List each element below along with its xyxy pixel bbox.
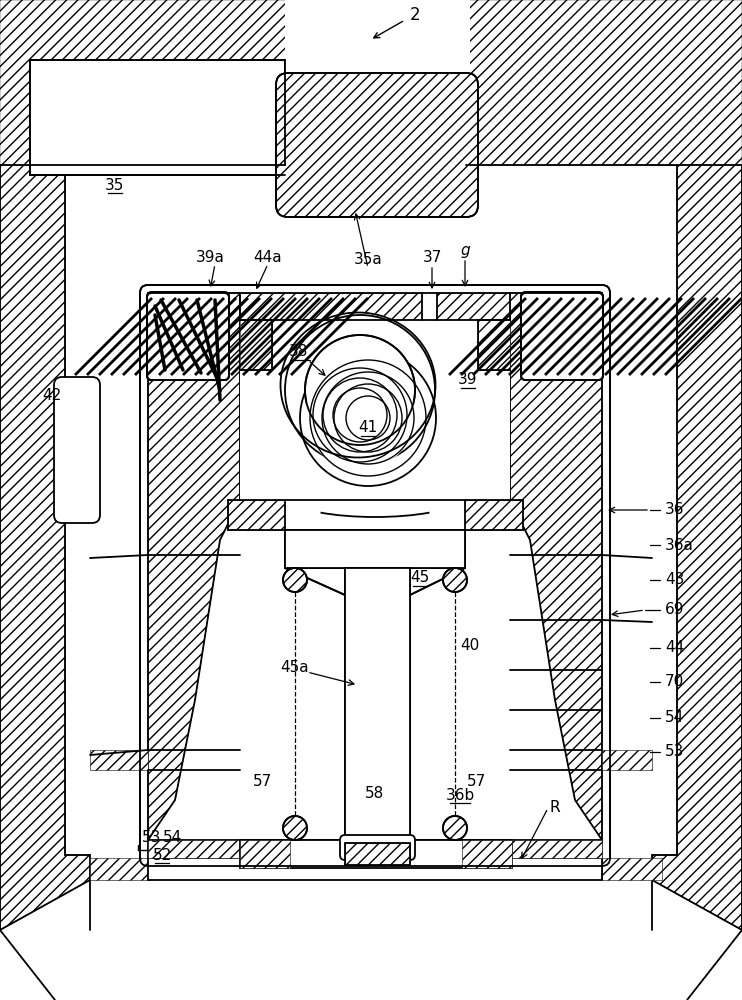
Polygon shape <box>150 295 238 838</box>
Text: 36b: 36b <box>445 788 475 802</box>
Bar <box>240 293 510 320</box>
FancyBboxPatch shape <box>521 293 603 380</box>
Bar <box>240 320 272 370</box>
Text: 57: 57 <box>252 774 272 790</box>
Bar <box>90 750 148 770</box>
Text: 40: 40 <box>460 638 479 652</box>
Text: 36a: 36a <box>665 538 694 552</box>
Text: 54: 54 <box>665 710 684 726</box>
FancyBboxPatch shape <box>147 292 229 380</box>
Bar <box>510 840 602 858</box>
Bar <box>478 320 510 370</box>
FancyBboxPatch shape <box>147 293 229 380</box>
Circle shape <box>300 350 436 486</box>
FancyBboxPatch shape <box>54 377 100 523</box>
Circle shape <box>443 568 467 592</box>
FancyBboxPatch shape <box>276 73 478 217</box>
Bar <box>0 0 742 165</box>
Text: 44: 44 <box>665 641 684 656</box>
Bar <box>285 500 465 530</box>
FancyBboxPatch shape <box>147 293 229 380</box>
Text: 39: 39 <box>459 372 478 387</box>
Circle shape <box>285 315 435 465</box>
Bar <box>240 320 510 540</box>
Bar <box>462 840 512 868</box>
Polygon shape <box>510 293 602 840</box>
Bar <box>148 840 240 858</box>
Text: 39a: 39a <box>196 249 224 264</box>
Bar <box>148 840 602 858</box>
Text: 53: 53 <box>665 744 684 760</box>
Text: R: R <box>550 800 560 816</box>
Polygon shape <box>148 293 240 840</box>
FancyBboxPatch shape <box>147 292 229 380</box>
Bar <box>602 750 652 770</box>
Polygon shape <box>0 0 90 930</box>
Polygon shape <box>285 530 345 595</box>
Text: 45: 45 <box>410 570 430 585</box>
Text: 42: 42 <box>42 387 62 402</box>
Bar <box>30 60 285 175</box>
Bar <box>285 530 465 568</box>
Bar <box>422 293 437 320</box>
Bar <box>285 530 465 568</box>
Circle shape <box>305 360 415 470</box>
Bar <box>345 568 410 840</box>
Text: 36: 36 <box>665 502 685 518</box>
Bar <box>90 858 150 880</box>
Circle shape <box>282 312 438 468</box>
Text: 43: 43 <box>665 572 684 587</box>
Bar <box>148 858 602 880</box>
Text: 35: 35 <box>105 178 125 192</box>
Text: 2: 2 <box>410 6 420 24</box>
Text: 70: 70 <box>665 674 684 690</box>
FancyBboxPatch shape <box>340 835 415 860</box>
Text: 41: 41 <box>358 420 378 436</box>
Text: 44a: 44a <box>254 249 282 264</box>
Polygon shape <box>512 295 600 838</box>
Bar <box>345 843 410 865</box>
Circle shape <box>305 335 415 445</box>
Polygon shape <box>652 0 742 930</box>
Text: 37: 37 <box>422 250 441 265</box>
Text: 57: 57 <box>467 774 485 790</box>
Bar <box>228 500 523 530</box>
Text: 38: 38 <box>289 344 308 360</box>
Text: g: g <box>460 242 470 257</box>
Bar <box>345 568 410 840</box>
FancyBboxPatch shape <box>521 292 603 380</box>
Circle shape <box>443 816 467 840</box>
Bar <box>240 840 512 868</box>
Text: 52: 52 <box>152 848 171 862</box>
Bar <box>285 0 470 205</box>
Text: 54: 54 <box>162 830 182 844</box>
Text: 53: 53 <box>142 830 162 844</box>
Text: 35a: 35a <box>354 252 382 267</box>
FancyBboxPatch shape <box>521 293 603 380</box>
Circle shape <box>356 406 380 430</box>
Bar <box>602 858 662 880</box>
Text: 58: 58 <box>365 786 384 800</box>
Text: 69: 69 <box>665 602 685 617</box>
Circle shape <box>283 816 307 840</box>
Bar <box>240 840 290 868</box>
Circle shape <box>283 568 307 592</box>
Text: 45a: 45a <box>280 660 309 676</box>
FancyBboxPatch shape <box>140 285 610 866</box>
